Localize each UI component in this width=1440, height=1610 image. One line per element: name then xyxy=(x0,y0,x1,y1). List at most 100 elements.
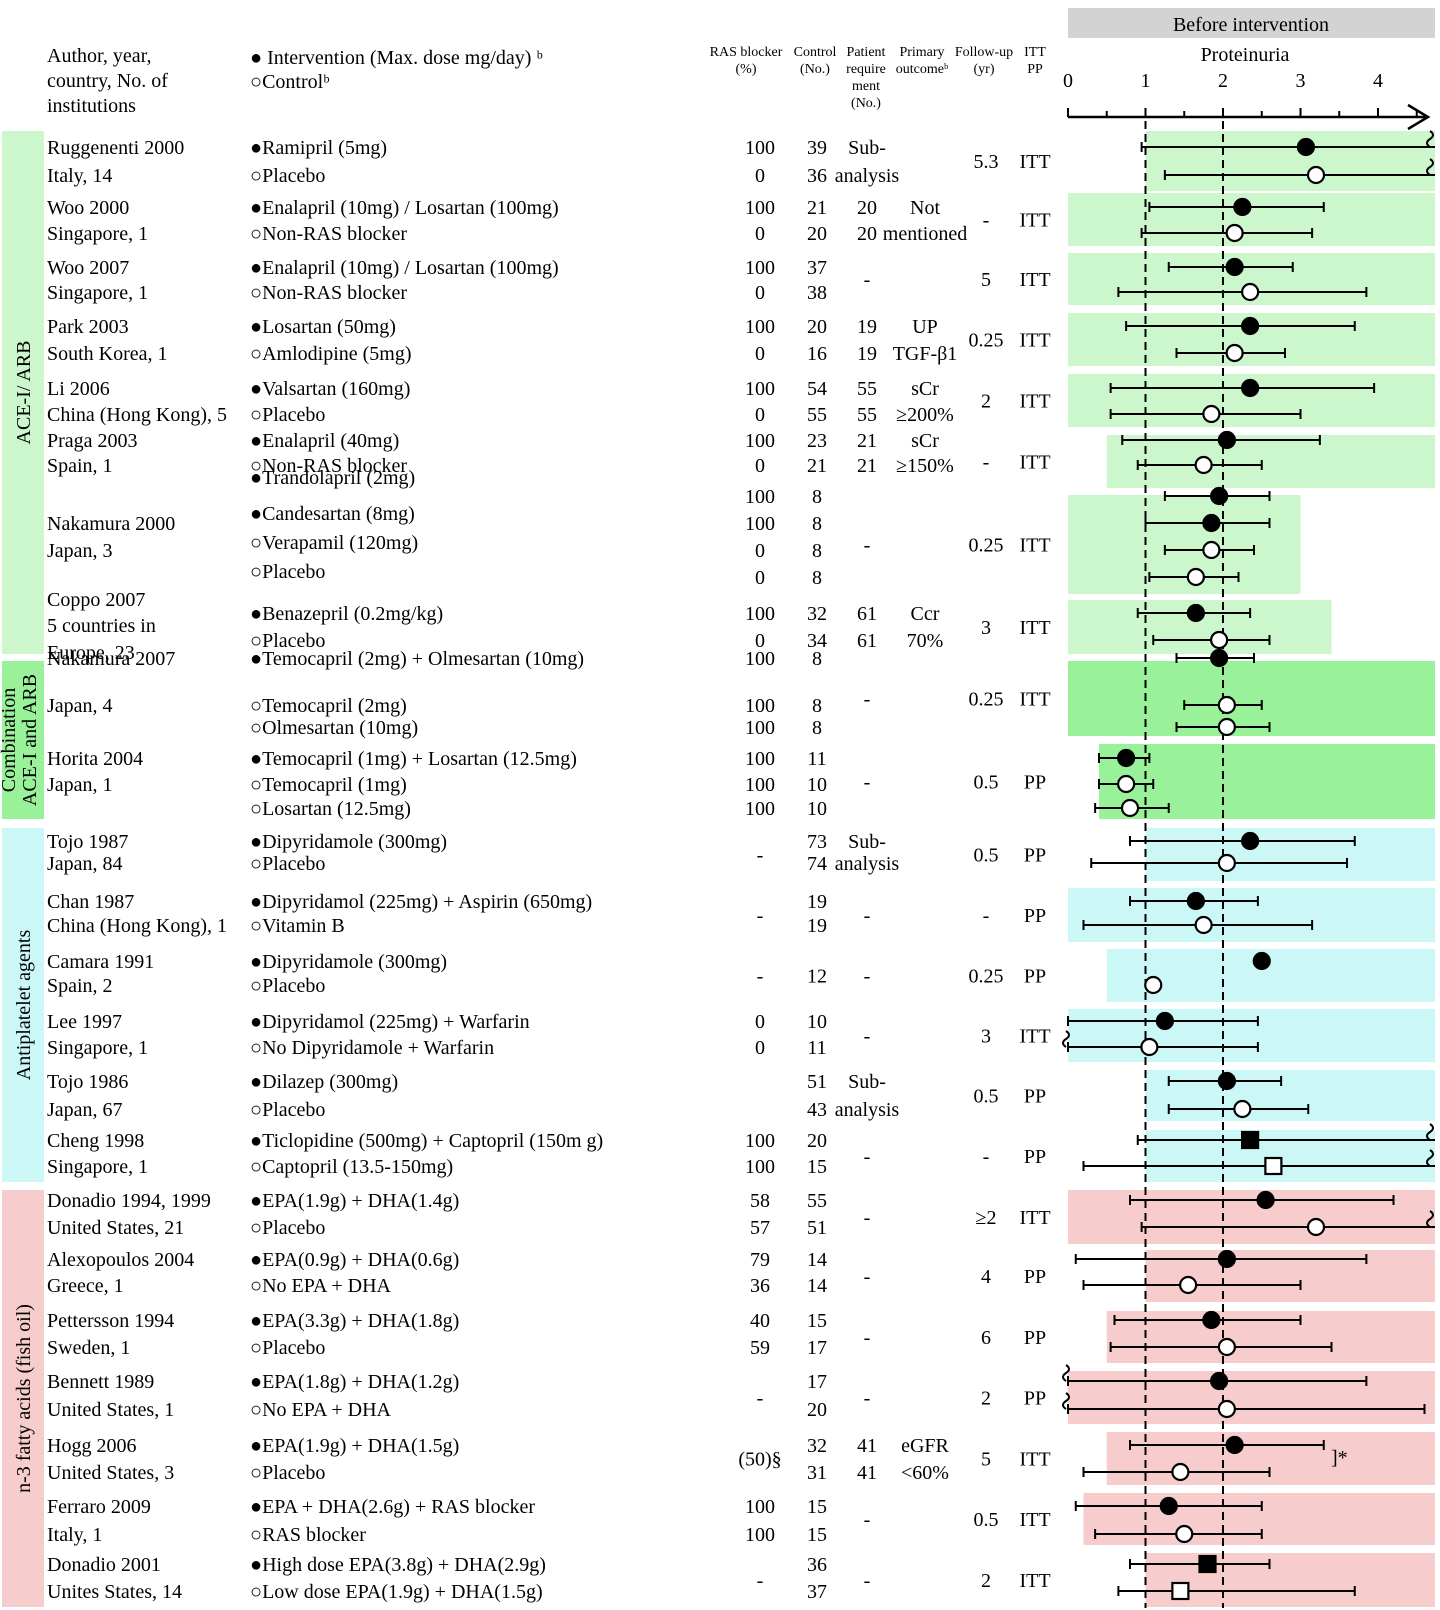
study-author: Japan, 1 xyxy=(47,774,113,796)
control-no: 54 xyxy=(807,378,827,400)
study-arm: ○Placebo xyxy=(250,1099,325,1121)
itt-pp-value: PP xyxy=(1024,1266,1046,1288)
study-arm: ○Placebo xyxy=(250,1217,325,1239)
control-no: 8 xyxy=(812,567,822,589)
study-arm: ○Amlodipine (5mg) xyxy=(250,343,412,365)
point-estimate-filled xyxy=(1233,197,1252,217)
table-row: Bennett 1989 United States, 1 ●EPA(1.8g) +… xyxy=(47,1371,1046,1421)
study-author: Spain, 1 xyxy=(47,455,113,477)
point-estimate-open-square xyxy=(1264,1156,1283,1176)
patient-requirement: - xyxy=(864,689,871,711)
point-estimate-open xyxy=(1140,1037,1159,1057)
study-author: Camara 1991 xyxy=(47,951,154,973)
study-band xyxy=(1145,828,1435,881)
point-estimate-open xyxy=(1117,774,1136,794)
follow-up-value: 0.25 xyxy=(969,689,1004,711)
patient-requirement: 21 xyxy=(857,430,877,452)
ras-value: 100 xyxy=(745,378,775,400)
study-band xyxy=(1106,949,1435,1002)
study-author: Pettersson 1994 xyxy=(47,1310,174,1332)
study-author: Singapore, 1 xyxy=(47,282,148,304)
follow-up-value: 3 xyxy=(981,617,991,639)
ras-value: 0 xyxy=(755,404,765,426)
follow-up-value: 6 xyxy=(981,1327,991,1349)
study-arm: ●EPA(1.9g) + DHA(1.5g) xyxy=(250,1435,459,1457)
study-band xyxy=(1068,661,1435,736)
control-no: 8 xyxy=(812,540,822,562)
ras-value: 100 xyxy=(745,1496,775,1518)
follow-up-value: 0.5 xyxy=(974,772,999,794)
axis-break-mark xyxy=(1426,1123,1434,1141)
patient-requirement-header: require xyxy=(846,62,886,77)
follow-up-value: 5 xyxy=(981,1449,991,1471)
point-estimate-open xyxy=(1225,343,1244,363)
ras-value: 100 xyxy=(745,197,775,219)
study-author: United States, 3 xyxy=(47,1462,174,1484)
study-arm: ○Losartan (12.5mg) xyxy=(250,798,411,820)
table-row: Ruggenenti 2000 Italy, 14 ●Ramipril (5mg) ○… xyxy=(47,137,1051,187)
table-row: Donadio 2001 Unites States, 14 ●High dose … xyxy=(47,1554,1051,1603)
study-author: United States, 1 xyxy=(47,1399,174,1421)
study-arm: ○Non-RAS blocker xyxy=(250,282,407,304)
itt-pp-value: ITT xyxy=(1019,689,1050,711)
study-band xyxy=(1068,1190,1435,1244)
follow-up-value: 0.25 xyxy=(969,966,1004,988)
patient-requirement-header: ment xyxy=(852,79,880,94)
table-row: Lee 1997 Singapore, 1 ●Dipyridamol (225mg)… xyxy=(47,1011,1051,1059)
control-no: 73 xyxy=(807,831,827,853)
study-arm: ●Enalapril (40mg) xyxy=(250,430,399,452)
study-band xyxy=(1068,888,1435,942)
study-author: Nakamura 2007 xyxy=(47,648,175,670)
axis-break-mark xyxy=(1426,130,1434,148)
control-no: 11 xyxy=(807,1037,826,1059)
significance-bracket: ]* xyxy=(1331,1447,1348,1469)
control-no: 39 xyxy=(807,137,827,159)
follow-up-value: 0.25 xyxy=(969,535,1004,557)
primary-outcome: eGFR xyxy=(901,1435,949,1457)
study-arm: ●Dipyridamol (225mg) + Aspirin (650mg) xyxy=(250,891,592,913)
study-band xyxy=(1068,495,1301,594)
table-row: Pettersson 1994 Sweden, 1 ●EPA(3.3g) + DHA… xyxy=(47,1310,1046,1359)
study-arm: ●Temocapril (2mg) + Olmesartan (10mg) xyxy=(250,648,584,670)
patient-requirement: 41 xyxy=(857,1462,877,1484)
point-estimate-filled xyxy=(1210,1371,1229,1391)
ras-value: 100 xyxy=(745,774,775,796)
study-arm: ○Non-RAS blocker xyxy=(250,223,407,245)
control-no: 15 xyxy=(807,1156,827,1178)
study-arm: ○Olmesartan (10mg) xyxy=(250,717,418,739)
table-row: Donadio 1994, 1999 United States, 21 ●EPA(… xyxy=(47,1190,1051,1239)
study-arm: ○Placebo xyxy=(250,853,325,875)
point-estimate-open xyxy=(1120,798,1140,818)
control-no: 15 xyxy=(807,1310,827,1332)
control-no: 43 xyxy=(807,1099,827,1121)
itt-pp-value: ITT xyxy=(1019,535,1050,557)
point-estimate-filled xyxy=(1252,951,1271,971)
study-arm: ○Verapamil (120mg) xyxy=(250,532,418,554)
control-no: 10 xyxy=(807,774,827,796)
point-estimate-filled xyxy=(1186,891,1205,911)
itt-pp-value: ITT xyxy=(1019,210,1050,232)
x-axis-arrowhead xyxy=(1407,103,1431,131)
point-estimate-open xyxy=(1194,455,1213,475)
study-arm: ●Temocapril (1mg) + Losartan (12.5mg) xyxy=(250,748,577,770)
primary-outcome: TGF-β1 xyxy=(893,343,958,365)
study-author: Hogg 2006 xyxy=(47,1435,136,1457)
ras-value: (50)§ xyxy=(738,1449,781,1471)
patient-requirement: - xyxy=(864,1570,871,1592)
author-header-line: country, No. of xyxy=(47,70,168,92)
control-no: 15 xyxy=(807,1496,827,1518)
itt-pp-value: PP xyxy=(1024,966,1046,988)
control-no: 15 xyxy=(807,1524,827,1546)
study-author: United States, 21 xyxy=(47,1217,184,1239)
study-author: Greece, 1 xyxy=(47,1275,124,1297)
itt-pp-header: ITT xyxy=(1024,45,1046,60)
study-author: Praga 2003 xyxy=(47,430,138,452)
study-arm: ○No Dipyridamole + Warfarin xyxy=(250,1037,494,1059)
itt-pp-value: ITT xyxy=(1019,391,1050,413)
ras-value: 0 xyxy=(755,223,765,245)
table-row: Park 2003 South Korea, 1 ●Losartan (50mg) ○… xyxy=(47,316,1051,365)
ras-value: - xyxy=(757,845,764,867)
point-estimate-filled xyxy=(1241,378,1260,398)
control-no: 20 xyxy=(807,223,827,245)
study-band xyxy=(1145,1070,1435,1121)
